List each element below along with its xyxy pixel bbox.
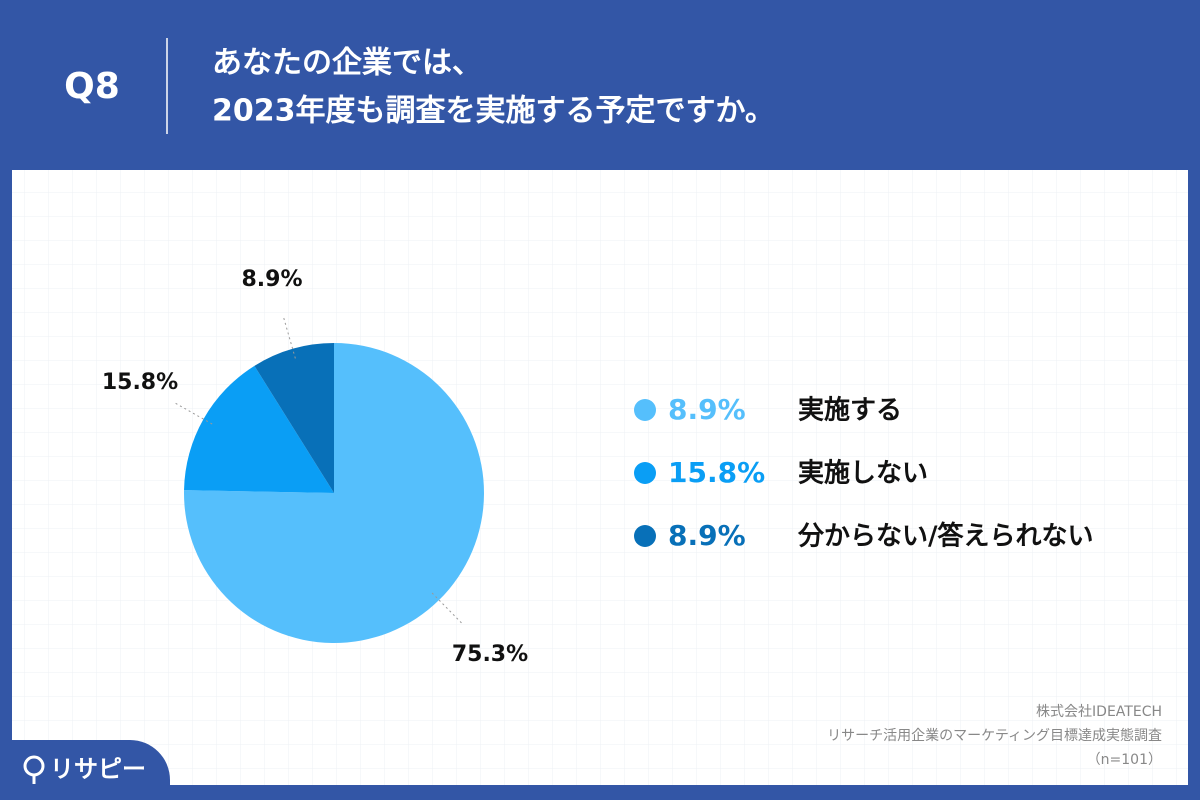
legend-label: 分からない/答えられない (797, 521, 1094, 552)
legend-label: 実施する (798, 395, 902, 426)
question-number: Q8 (64, 66, 120, 107)
legend: 8.9% 実施する 15.8% 実施しない 8.9% 分からない/答えられない (634, 393, 1094, 552)
legend-value: 15.8% (668, 456, 765, 489)
logo-tab (0, 740, 170, 800)
pie-slice (254, 343, 334, 493)
footer-company: 株式会社IDEATECH (1036, 704, 1162, 720)
legend-value: 8.9% (668, 519, 746, 552)
footer-survey: リサーチ活用企業のマーケティング目標達成実態調査 (827, 728, 1162, 744)
legend-marker (634, 462, 656, 484)
data-label: 15.8% (102, 370, 178, 395)
legend-label: 実施しない (798, 458, 928, 489)
legend-marker (634, 525, 656, 547)
footer-sample: （n=101） (1087, 752, 1162, 768)
pie: 75.3% 15.8% 8.9% (102, 267, 528, 667)
legend-value: 8.9% (668, 393, 746, 426)
data-label: 8.9% (241, 267, 302, 292)
pie-slice (184, 365, 334, 493)
chart-title: 2023年度も調査を実施する予定ですか。 (212, 94, 775, 129)
logo: リサピー (50, 755, 146, 783)
legend-marker (634, 399, 656, 421)
chart-title: あなたの企業では、 (212, 46, 482, 81)
data-label: 75.3% (452, 642, 528, 667)
